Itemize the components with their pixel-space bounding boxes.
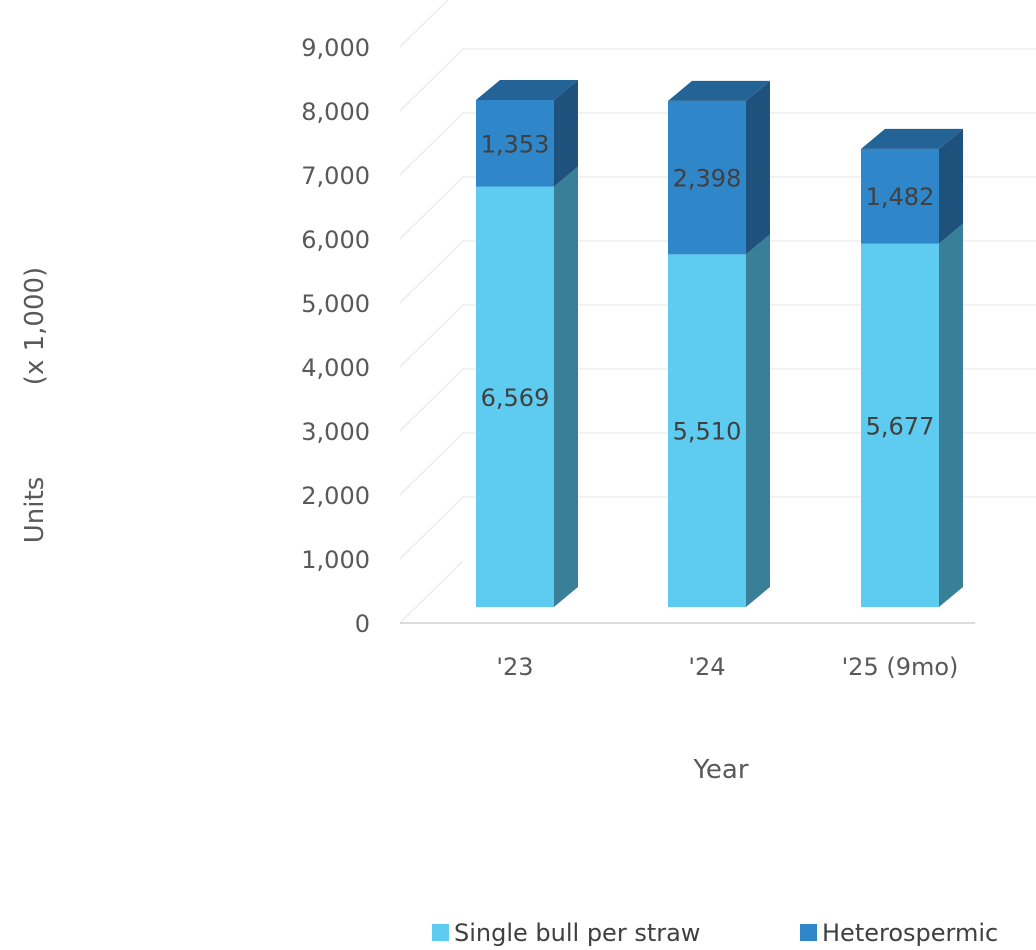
bar-side [554, 166, 578, 608]
y-tick-label: 1,000 [301, 546, 370, 574]
data-label: 5,677 [866, 412, 935, 440]
gridline-diagonal [399, 496, 464, 560]
x-tick-labels: '23 '24 '25 (9mo) [496, 653, 958, 681]
bars: 6,569 1,353 5,510 2,398 5,677 1,482 [476, 79, 963, 608]
bar-side [939, 223, 963, 607]
legend-item: Single bull per straw [432, 919, 700, 947]
bar-stack: 5,677 1,482 [861, 128, 963, 607]
legend: Single bull per straw Heterospermic [432, 919, 998, 947]
legend-swatch [800, 924, 817, 941]
legend-item: Heterospermic [800, 919, 998, 947]
legend-label: Heterospermic [822, 919, 998, 947]
data-label: 1,482 [866, 183, 935, 211]
legend-swatch [432, 924, 449, 941]
bar-segment [668, 100, 746, 255]
gridline-diagonal [399, 240, 464, 304]
y-tick-label: 2,000 [301, 482, 370, 510]
y-tick-label: 3,000 [301, 418, 370, 446]
y-tick-label: 6,000 [301, 226, 370, 254]
legend-label: Single bull per straw [454, 919, 700, 947]
x-tick-label: '24 [688, 653, 725, 681]
gridline-diagonal [399, 368, 464, 432]
bar-side [746, 80, 770, 255]
gridline-diagonal [399, 112, 464, 176]
bar-side [554, 79, 578, 187]
bar-stack: 5,510 2,398 [668, 80, 770, 608]
bar-top [476, 79, 578, 100]
bar-side [939, 128, 963, 244]
bar-top [668, 80, 770, 101]
data-label: 6,569 [481, 384, 550, 412]
x-tick-label: '23 [496, 653, 533, 681]
bar-segment [476, 99, 554, 187]
gridline-diagonal [399, 432, 464, 496]
y-tick-label: 5,000 [301, 290, 370, 318]
floor-diagonal [399, 560, 464, 624]
x-tick-label: '25 (9mo) [842, 653, 959, 681]
bar-segment [861, 148, 939, 244]
x-axis-title: Year [692, 755, 748, 785]
gridline-diagonal [399, 0, 449, 48]
bar-top [861, 128, 963, 149]
y-axis-title: Units [20, 477, 50, 543]
y-axis-unit: (x 1,000) [20, 267, 50, 385]
gridline-diagonal [399, 48, 464, 112]
data-label: 1,353 [481, 130, 550, 158]
gridline-diagonal [399, 304, 464, 368]
data-label: 2,398 [673, 165, 742, 193]
bar-segment [668, 254, 746, 608]
y-tick-label: 4,000 [301, 354, 370, 382]
y-tick-label: 9,000 [301, 34, 370, 62]
bar-side [746, 234, 770, 608]
bar-stack: 6,569 1,353 [476, 79, 578, 608]
data-label: 5,510 [673, 418, 742, 446]
bar-segment [861, 243, 939, 607]
bar-segment [476, 186, 554, 608]
y-tick-label: 8,000 [301, 98, 370, 126]
y-tick-label: 0 [355, 610, 370, 638]
y-tick-labels: 0 1,000 2,000 3,000 4,000 5,000 6,000 7,000 8,00… [301, 34, 370, 638]
gridline-diagonal [399, 176, 464, 240]
y-tick-label: 7,000 [301, 162, 370, 190]
